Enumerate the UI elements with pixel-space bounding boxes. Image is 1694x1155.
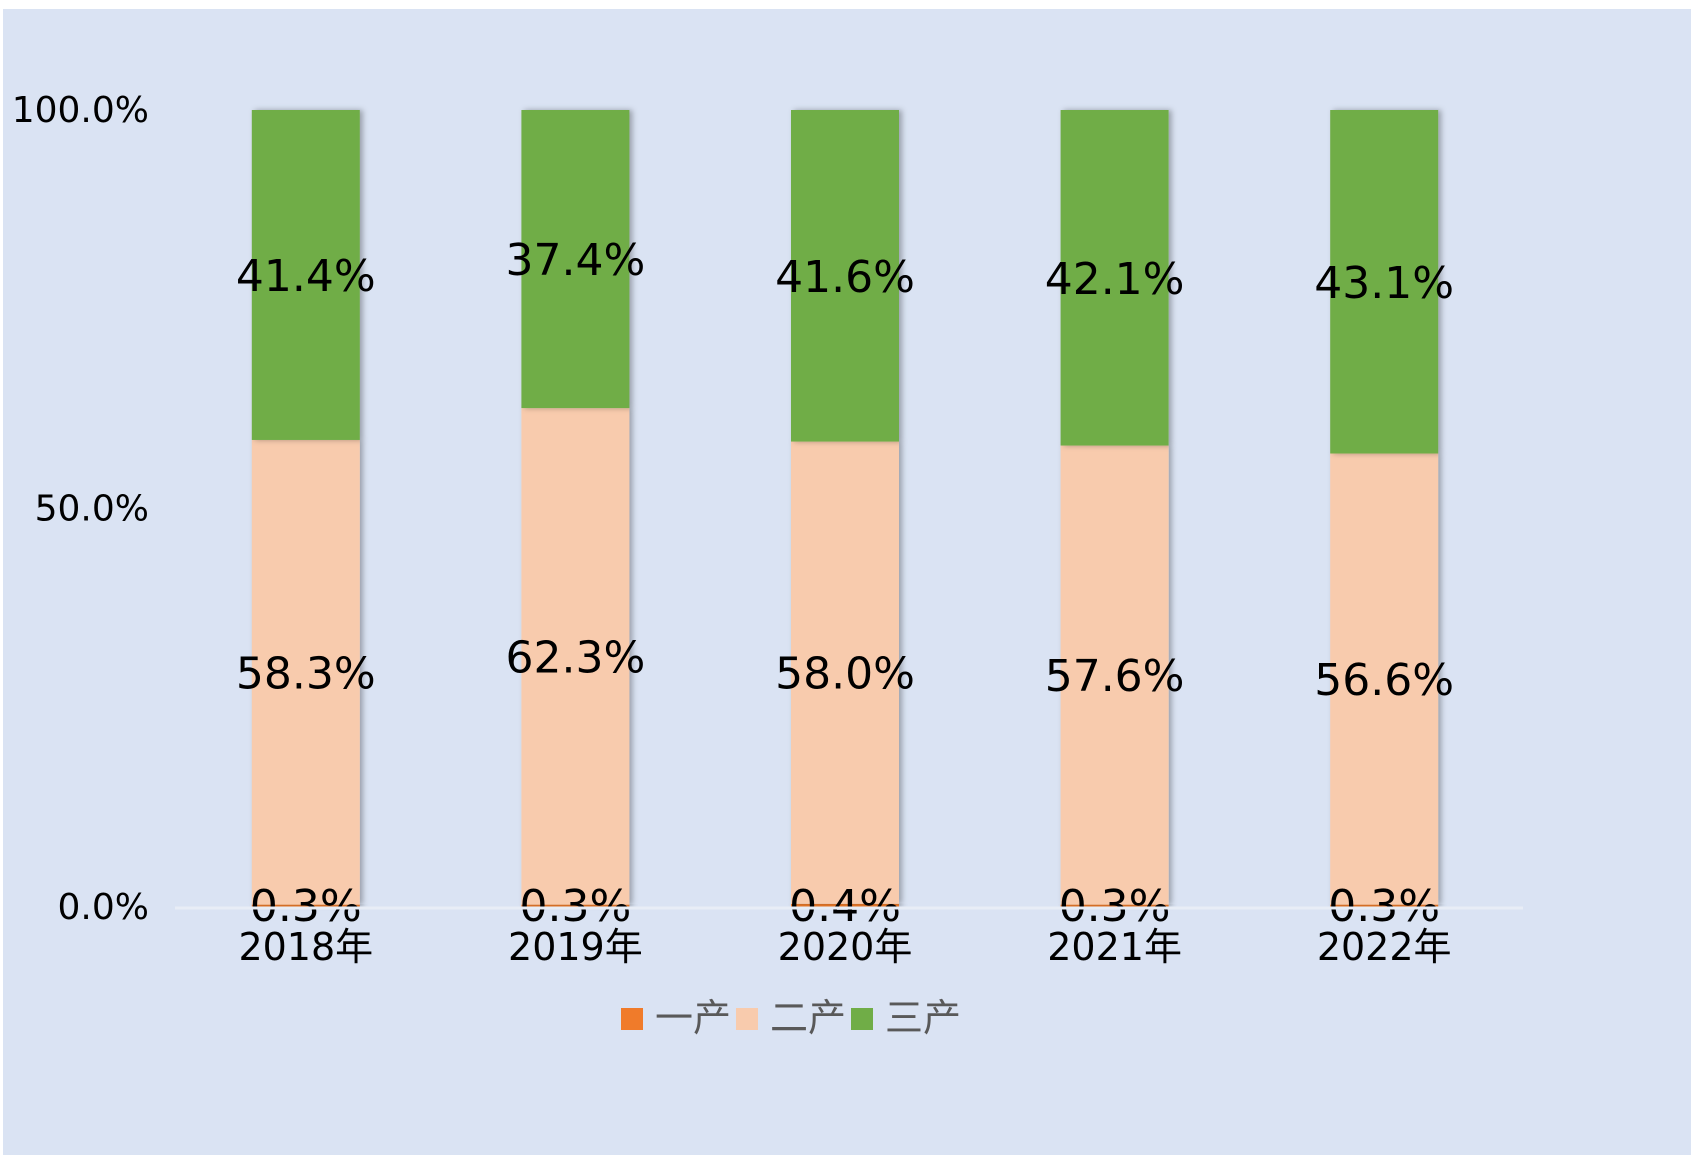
- bar-segment-1: [251, 904, 360, 907]
- legend-label: 二产: [770, 996, 846, 1040]
- bar-stack: 0.4%58.0%41.6%: [775, 110, 915, 932]
- data-label: 58.0%: [775, 649, 915, 700]
- data-label: 57.6%: [1045, 651, 1185, 702]
- y-tick-label: 50.0%: [35, 489, 149, 530]
- bar-stack: 0.3%62.3%37.4%: [506, 110, 646, 932]
- bar-stack: 0.3%56.6%43.1%: [1314, 110, 1454, 932]
- legend-swatch: [621, 1008, 643, 1030]
- bar-stack: 0.3%58.3%41.4%: [236, 110, 376, 932]
- data-label: 58.3%: [236, 648, 376, 699]
- bar-segment-1: [1060, 904, 1169, 907]
- x-tick-label: 2022年: [1317, 925, 1452, 969]
- bar-segment-2: [791, 441, 899, 904]
- bar-segment-3: [791, 110, 899, 442]
- bar-segment-2: [251, 439, 360, 905]
- bar-segment-1: [791, 903, 899, 907]
- chart-area: 0.0% 50.0% 100.0% 0.3% 58.3% 41.4% 0.3% 62.3% 3…: [3, 9, 1691, 1155]
- bar-segment-1: [521, 904, 630, 907]
- data-label: 62.3%: [506, 632, 646, 683]
- data-label: 37.4%: [506, 235, 646, 286]
- y-tick-label: 100.0%: [12, 90, 149, 131]
- y-axis: 0.0% 50.0% 100.0%: [12, 90, 149, 928]
- legend-swatch: [851, 1008, 873, 1030]
- stacked-bar-chart: 0.0%50.0%100.0% 0.3%58.3%41.4%0.3%62.3%3…: [12, 90, 1523, 1040]
- bar-segment-2: [1330, 453, 1439, 905]
- data-label: 41.4%: [236, 251, 376, 302]
- bar-segment-3: [521, 110, 630, 409]
- x-tick-label: 2019年: [508, 925, 643, 969]
- data-label: 43.1%: [1314, 258, 1454, 309]
- legend-swatch: [736, 1008, 758, 1030]
- bar-segment-3: [1060, 110, 1169, 446]
- x-tick-label: 2020年: [778, 925, 913, 969]
- data-label: 42.1%: [1045, 254, 1185, 305]
- bar-segment-2: [1060, 445, 1169, 905]
- x-tick-label: 2021年: [1047, 925, 1182, 969]
- x-axis: 2018年 2019年 2020年 2021年 2022年: [175, 906, 1523, 969]
- bar-segment-1: [1330, 904, 1439, 907]
- bars: 0.3%58.3%41.4%0.3%62.3%37.4%0.4%58.0%41.…: [236, 110, 1454, 932]
- legend: 一产 二产 三产: [621, 996, 961, 1040]
- data-label: 41.6%: [775, 252, 915, 303]
- bar-segment-3: [1330, 110, 1439, 454]
- bar-segment-2: [521, 408, 630, 905]
- x-tick-label: 2018年: [238, 925, 373, 969]
- bar-stack: 0.3%57.6%42.1%: [1045, 110, 1185, 932]
- bar-segment-3: [251, 110, 360, 440]
- data-label: 56.6%: [1314, 655, 1454, 706]
- legend-label: 一产: [655, 996, 731, 1040]
- legend-label: 三产: [885, 996, 961, 1040]
- y-tick-label: 0.0%: [58, 887, 149, 928]
